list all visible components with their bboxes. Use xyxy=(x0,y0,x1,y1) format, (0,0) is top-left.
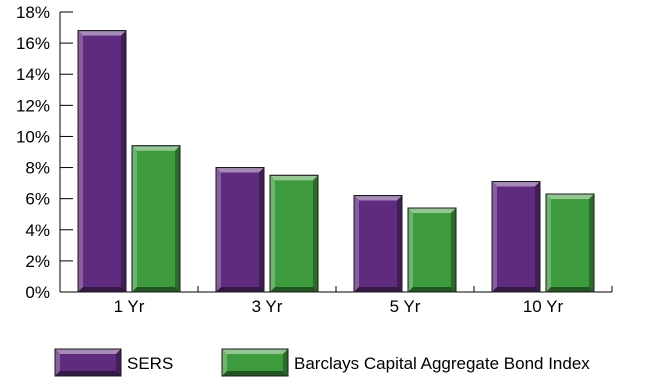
legend-item: SERS xyxy=(54,348,173,377)
bar-series2 xyxy=(269,174,319,293)
bar-series2 xyxy=(407,207,457,293)
bar-series1 xyxy=(491,181,541,293)
x-tick-label: 5 Yr xyxy=(390,297,421,316)
bar-series1 xyxy=(77,30,127,293)
x-tick-label: 1 Yr xyxy=(114,297,145,316)
y-tick-label: 6% xyxy=(25,190,50,209)
legend-label: SERS xyxy=(127,354,173,373)
y-axis: 0% 2% 4% 6% 8% 10% 12% 14% 16% 18% xyxy=(16,3,73,302)
y-tick-label: 12% xyxy=(16,96,50,115)
legend-label: Barclays Capital Aggregate Bond Index xyxy=(294,354,590,373)
legend-swatch xyxy=(54,348,122,377)
x-tick-label: 3 Yr xyxy=(252,297,283,316)
x-tick-label: 10 Yr xyxy=(523,297,564,316)
bar-series1 xyxy=(353,195,403,293)
y-tick-label: 14% xyxy=(16,65,50,84)
legend-swatch xyxy=(221,348,289,377)
y-tick-label: 0% xyxy=(25,283,50,302)
y-tick-label: 8% xyxy=(25,159,50,178)
y-tick-label: 2% xyxy=(25,252,50,271)
y-tick-label: 18% xyxy=(16,3,50,22)
y-tick-label: 10% xyxy=(16,127,50,146)
legend-item: Barclays Capital Aggregate Bond Index xyxy=(221,348,590,377)
legend: SERS Barclays Capital Aggregate Bond Inde… xyxy=(54,348,590,377)
bar-series2 xyxy=(131,145,181,293)
y-tick-label: 4% xyxy=(25,221,50,240)
bar-series1 xyxy=(215,167,265,293)
bars xyxy=(77,30,595,293)
y-tick-label: 16% xyxy=(16,34,50,53)
bar-series2 xyxy=(545,193,595,293)
